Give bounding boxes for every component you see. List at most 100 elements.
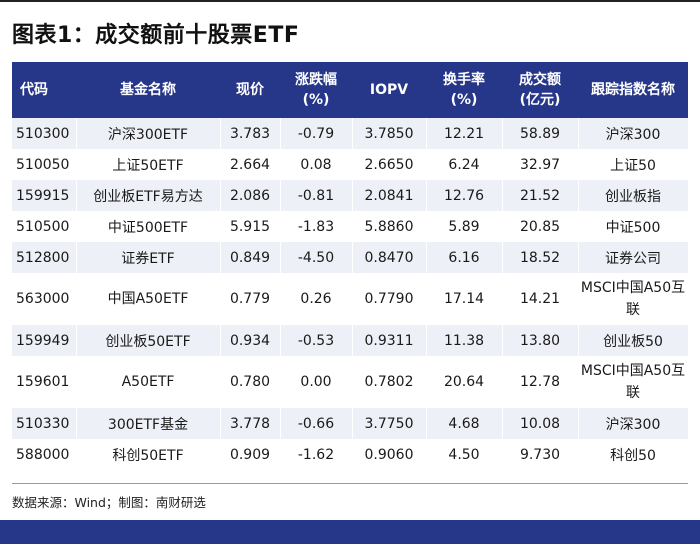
table-cell: 上证50ETF	[76, 149, 221, 180]
table-cell: 2.6650	[352, 149, 427, 180]
table-cell: A50ETF	[76, 356, 221, 408]
table-cell: 0.7802	[352, 356, 427, 408]
table-cell: 18.52	[502, 242, 579, 273]
table-cell: 0.00	[280, 356, 353, 408]
table-cell: 0.849	[220, 242, 281, 273]
source-note: 数据来源：Wind；制图：南财研选	[12, 495, 206, 510]
table-cell: 14.21	[502, 273, 579, 325]
table-cell: 0.26	[280, 273, 353, 325]
table-row: 159601 A50ETF 0.780 0.00 0.7802 20.64 12.78 MSC…	[12, 356, 689, 408]
footer-rule	[12, 483, 688, 484]
table-cell: 510330	[12, 408, 77, 439]
table-cell: 159915	[12, 180, 77, 211]
column-header-label: 涨跌幅	[295, 72, 337, 88]
table-cell: 588000	[12, 439, 77, 470]
table-cell: 32.97	[502, 149, 579, 180]
table-cell: 3.778	[220, 408, 281, 439]
column-header-label: 代码	[20, 82, 48, 98]
table-cell: 2.0841	[352, 180, 427, 211]
table-header-row: 代码 基金名称 现价 涨跌幅 (%) IOPV 换手率 (%) 成交额 (亿元) 跟踪指数名称	[12, 62, 688, 118]
column-header: 换手率 (%)	[426, 62, 502, 118]
column-header-label: (%)	[302, 92, 330, 108]
index-name-text: 科创50	[610, 447, 656, 464]
bottom-band	[0, 520, 700, 544]
column-header: 跟踪指数名称	[578, 62, 688, 118]
table-cell: 0.8470	[352, 242, 427, 273]
table-cell: 510050	[12, 149, 77, 180]
column-header: IOPV	[352, 62, 426, 118]
table-cell: -1.83	[280, 211, 353, 242]
index-name-text: 证券公司	[605, 250, 661, 267]
table-row: 512800 证券ETF 0.849 -4.50 0.8470 6.16 18.52 证券公司	[12, 242, 689, 273]
table-cell: 5.8860	[352, 211, 427, 242]
table-cell: 沪深300ETF	[76, 118, 221, 149]
table-cell: 科创50	[578, 439, 689, 470]
table-cell: 5.915	[220, 211, 281, 242]
table-cell: 0.779	[220, 273, 281, 325]
table-row: 510500 中证500ETF 5.915 -1.83 5.8860 5.89 20.85 中…	[12, 211, 689, 242]
table-cell: 512800	[12, 242, 77, 273]
table-cell: 0.08	[280, 149, 353, 180]
table-cell: 创业板50ETF	[76, 325, 221, 356]
table-cell: 12.21	[426, 118, 503, 149]
table-cell: 中证500ETF	[76, 211, 221, 242]
etf-table: 代码 基金名称 现价 涨跌幅 (%) IOPV 换手率 (%) 成交额 (亿元) 跟踪指数名称 51…	[12, 62, 689, 470]
table-cell: 中证500	[578, 211, 689, 242]
column-header-label: (亿元)	[519, 92, 561, 108]
column-header: 现价	[220, 62, 280, 118]
top-rule	[0, 0, 700, 2]
table-cell: 沪深300	[578, 118, 689, 149]
column-header: 涨跌幅 (%)	[280, 62, 352, 118]
table-row: 510300 沪深300ETF 3.783 -0.79 3.7850 12.21 58.89…	[12, 118, 689, 149]
index-name-text: 创业板指	[605, 188, 661, 205]
table-cell: 12.78	[502, 356, 579, 408]
table-cell: 17.14	[426, 273, 503, 325]
table-cell: 12.76	[426, 180, 503, 211]
table-cell: 11.38	[426, 325, 503, 356]
table-cell: 300ETF基金	[76, 408, 221, 439]
table-cell: 2.086	[220, 180, 281, 211]
table-cell: -0.81	[280, 180, 353, 211]
column-header-label: 换手率	[443, 72, 485, 88]
column-header-label: 跟踪指数名称	[591, 82, 675, 98]
table-cell: MSCI中国A50互联	[578, 356, 689, 408]
table-cell: 0.909	[220, 439, 281, 470]
table-cell: 159949	[12, 325, 77, 356]
column-header: 基金名称	[76, 62, 220, 118]
table-cell: 0.780	[220, 356, 281, 408]
index-name-text: MSCI中国A50互联	[580, 363, 686, 401]
table-cell: 证券公司	[578, 242, 689, 273]
table-cell: 创业板指	[578, 180, 689, 211]
table-cell: 6.16	[426, 242, 503, 273]
table-cell: 159601	[12, 356, 77, 408]
table-cell: 创业板50	[578, 325, 689, 356]
table-cell: -4.50	[280, 242, 353, 273]
table-cell: 中国A50ETF	[76, 273, 221, 325]
table-cell: 科创50ETF	[76, 439, 221, 470]
table-cell: 4.50	[426, 439, 503, 470]
table-cell: 0.7790	[352, 273, 427, 325]
table-row: 510330 300ETF基金 3.778 -0.66 3.7750 4.68 10.08 沪…	[12, 408, 689, 439]
table-cell: 9.730	[502, 439, 579, 470]
index-name-text: MSCI中国A50互联	[580, 280, 686, 318]
table-cell: 3.7750	[352, 408, 427, 439]
etf-table-container: 代码 基金名称 现价 涨跌幅 (%) IOPV 换手率 (%) 成交额 (亿元) 跟踪指数名称 51…	[12, 62, 689, 470]
table-cell: 563000	[12, 273, 77, 325]
column-header-label: 现价	[236, 82, 264, 98]
table-cell: 证券ETF	[76, 242, 221, 273]
table-cell: 58.89	[502, 118, 579, 149]
column-header-label: 成交额	[519, 72, 561, 88]
table-cell: 创业板ETF易方达	[76, 180, 221, 211]
index-name-text: 上证50	[610, 157, 656, 174]
table-cell: 0.934	[220, 325, 281, 356]
table-cell: 10.08	[502, 408, 579, 439]
table-row: 159915 创业板ETF易方达 2.086 -0.81 2.0841 12.76 21.5…	[12, 180, 689, 211]
table-cell: 2.664	[220, 149, 281, 180]
table-cell: 3.783	[220, 118, 281, 149]
table-cell: 6.24	[426, 149, 503, 180]
table-cell: 13.80	[502, 325, 579, 356]
column-header-label: IOPV	[369, 82, 409, 98]
table-cell: 沪深300	[578, 408, 689, 439]
index-name-text: 沪深300	[605, 126, 661, 143]
table-cell: 0.9311	[352, 325, 427, 356]
